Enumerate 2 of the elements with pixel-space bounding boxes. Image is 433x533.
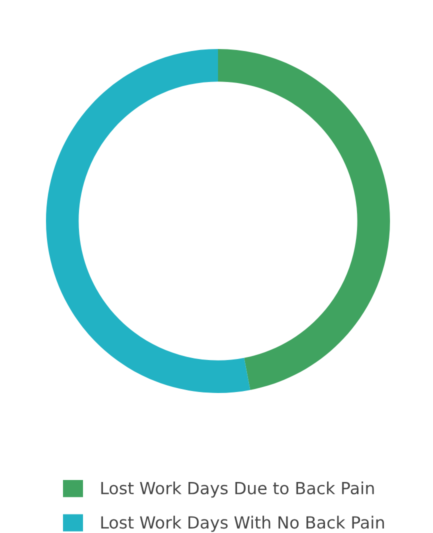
legend-label: Lost Work Days Due to Back Pain (101, 482, 374, 498)
legend-label: Lost Work Days With No Back Pain (101, 516, 384, 532)
